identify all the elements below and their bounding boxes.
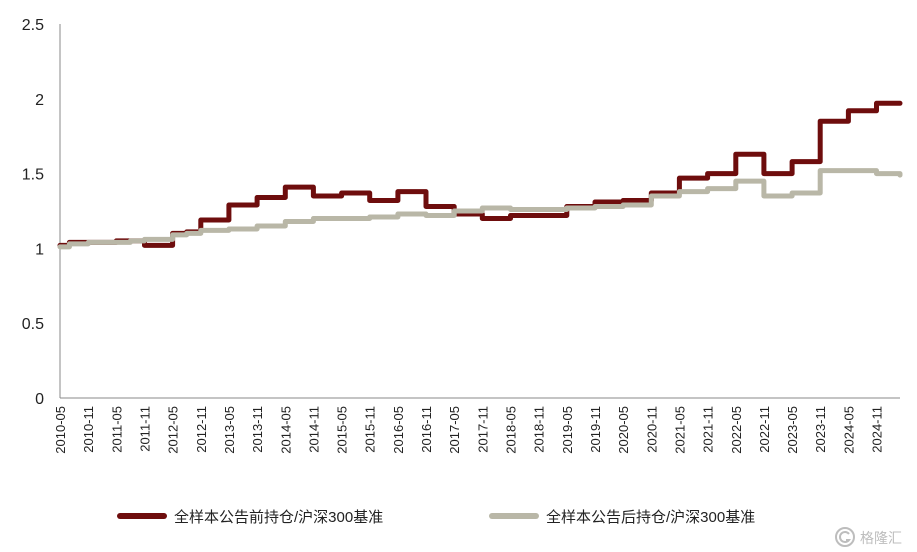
y-tick-label: 0.5	[22, 316, 44, 333]
x-tick-label: 2017-05	[447, 406, 462, 454]
series-lines	[57, 100, 903, 250]
x-tick-label: 2020-11	[644, 406, 659, 453]
series-line-1	[57, 100, 903, 248]
x-tick-label: 2016-05	[391, 406, 406, 454]
x-tick-label: 2021-11	[701, 406, 716, 453]
x-tick-label: 2022-05	[729, 406, 744, 454]
legend-label-2: 全样本公告后持仓/沪深300基准	[546, 508, 755, 526]
x-tick-label: 2011-05	[109, 406, 124, 453]
series-line-2	[57, 168, 903, 250]
x-tick-label: 2019-05	[560, 406, 575, 454]
watermark-text: 格隆汇	[860, 530, 902, 546]
x-tick-label: 2021-05	[672, 406, 687, 454]
y-tick-label: 2	[35, 92, 44, 109]
y-tick-label: 0	[35, 391, 44, 408]
x-tick-label: 2019-11	[588, 406, 603, 453]
gelonghui-logo-icon	[835, 527, 855, 547]
x-tick-label: 2024-11	[870, 406, 885, 453]
x-tick-label: 2011-11	[137, 406, 152, 452]
legend: 全样本公告前持仓/沪深300基准 全样本公告后持仓/沪深300基准	[117, 508, 755, 526]
x-tick-label: 2018-05	[504, 406, 519, 454]
x-tick-label: 2017-11	[475, 406, 490, 453]
y-tick-labels: 0 0.5 1 1.5 2 2.5	[22, 17, 44, 408]
x-tick-label: 2014-05	[278, 406, 293, 454]
x-tick-label: 2013-05	[222, 406, 237, 454]
x-tick-label: 2022-11	[757, 406, 772, 453]
x-tick-label: 2020-05	[616, 406, 631, 454]
x-tick-label: 2013-11	[250, 406, 265, 453]
x-tick-label: 2015-11	[363, 406, 378, 453]
x-tick-label: 2010-11	[81, 406, 96, 453]
x-tick-label: 2018-11	[532, 406, 547, 453]
x-tick-label: 2024-05	[841, 406, 856, 454]
watermark: 格隆汇	[835, 527, 902, 547]
x-tick-labels: 2010-05 2010-11 2011-05 2011-11 2012-05 2012-…	[53, 406, 885, 454]
x-tick-label: 2023-05	[785, 406, 800, 454]
x-tick-label: 2016-11	[419, 406, 434, 453]
y-tick-label: 1	[35, 241, 44, 258]
x-tick-label: 2012-11	[194, 406, 209, 453]
x-tick-label: 2014-11	[306, 406, 321, 453]
x-tick-label: 2012-05	[166, 406, 181, 454]
x-tick-label: 2023-11	[813, 406, 828, 453]
axes	[59, 24, 900, 399]
x-tick-label: 2010-05	[53, 406, 68, 454]
y-tick-label: 2.5	[22, 17, 44, 34]
x-tick-label: 2015-05	[335, 406, 350, 454]
legend-label-1: 全样本公告前持仓/沪深300基准	[174, 508, 383, 526]
y-tick-label: 1.5	[22, 167, 44, 184]
